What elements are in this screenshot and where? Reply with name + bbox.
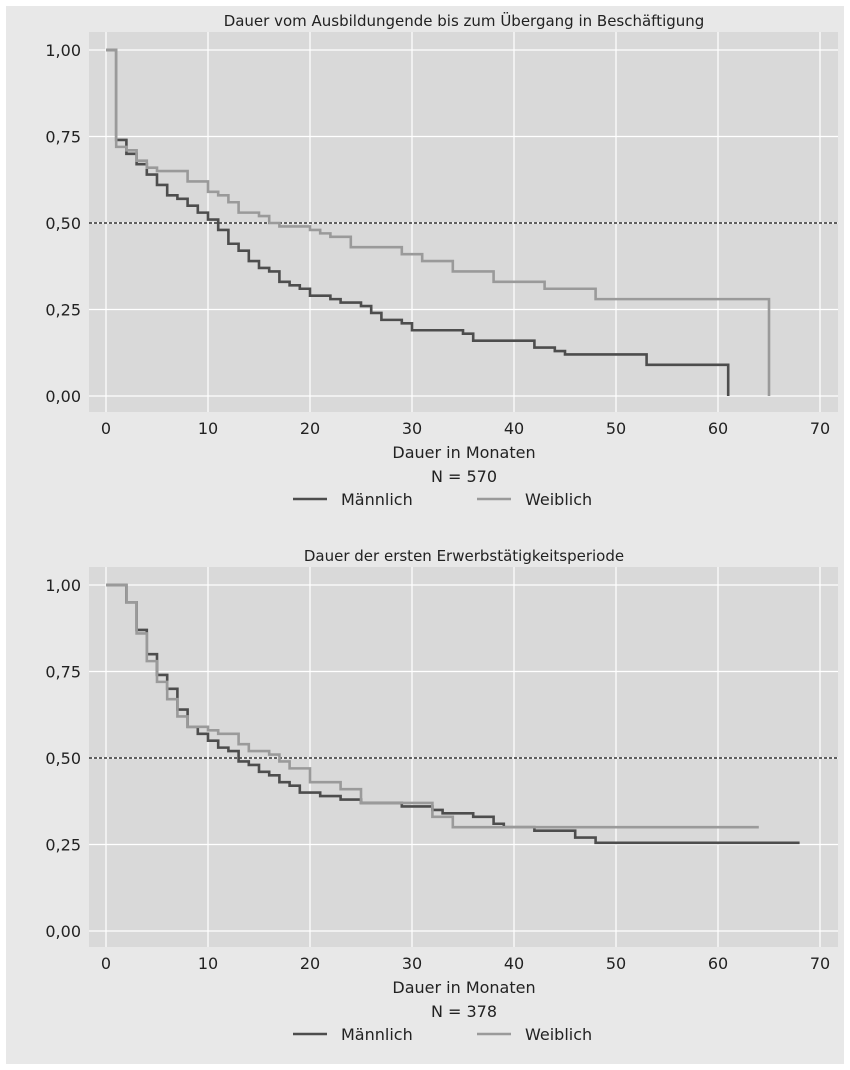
x-tick-label: 0 bbox=[101, 954, 111, 973]
legend-label-weiblich: Weiblich bbox=[525, 1025, 592, 1044]
series-line-weiblich bbox=[106, 48, 771, 396]
figure-container: 0 10 20 30 40 50 60 70 0,00 0,25 0,50 0,75 1,00 Dauer… bbox=[6, 6, 844, 1064]
y-tick-label: 0,50 bbox=[45, 214, 81, 233]
x-axis-label: Dauer in Monaten bbox=[392, 443, 535, 462]
legend-label-weiblich: Weiblich bbox=[525, 490, 592, 509]
y-tick-label: 0,25 bbox=[45, 301, 81, 320]
x-tick-label: 70 bbox=[810, 419, 830, 438]
chart-title: Dauer der ersten Erwerbstätigkeitsperiod… bbox=[304, 547, 624, 565]
x-tick-label: 40 bbox=[504, 954, 524, 973]
x-tick-label: 30 bbox=[402, 954, 422, 973]
sample-size-note: N = 378 bbox=[431, 1002, 497, 1021]
chart-panel-2: 0 10 20 30 40 50 60 70 0,00 0,25 0,50 0,75 1,00 Dauer… bbox=[45, 547, 838, 1044]
chart-panel-1: 0 10 20 30 40 50 60 70 0,00 0,25 0,50 0,75 1,00 Dauer… bbox=[45, 11, 838, 509]
y-tick-label: 0,25 bbox=[45, 836, 81, 855]
x-tick-label: 70 bbox=[810, 954, 830, 973]
y-tick-label: 0,75 bbox=[45, 128, 81, 147]
y-tick-label: 0,75 bbox=[45, 663, 81, 682]
x-tick-label: 20 bbox=[300, 954, 320, 973]
x-tick-label: 0 bbox=[101, 419, 111, 438]
y-tick-label: 1,00 bbox=[45, 41, 81, 60]
sample-size-note: N = 570 bbox=[431, 467, 497, 486]
y-tick-label: 1,00 bbox=[45, 576, 81, 595]
x-tick-label: 50 bbox=[606, 419, 626, 438]
x-tick-label: 10 bbox=[198, 419, 218, 438]
y-tick-label: 0,00 bbox=[45, 922, 81, 941]
legend-label-männlich: Männlich bbox=[341, 1025, 413, 1044]
x-tick-label: 40 bbox=[504, 419, 524, 438]
plot-area bbox=[89, 32, 838, 412]
chart-title: Dauer vom Ausbildungende bis zum Übergan… bbox=[224, 11, 705, 30]
x-tick-label: 60 bbox=[708, 419, 728, 438]
y-tick-label: 0,00 bbox=[45, 387, 81, 406]
series-line-weiblich bbox=[106, 583, 759, 829]
series-line-männlich bbox=[106, 48, 730, 396]
figure-svg: 0 10 20 30 40 50 60 70 0,00 0,25 0,50 0,75 1,00 Dauer… bbox=[45, 11, 838, 1044]
x-tick-label: 50 bbox=[606, 954, 626, 973]
y-tick-label: 0,50 bbox=[45, 749, 81, 768]
plot-area bbox=[89, 567, 838, 947]
series-line-männlich bbox=[106, 583, 800, 845]
x-tick-label: 30 bbox=[402, 419, 422, 438]
x-tick-label: 60 bbox=[708, 954, 728, 973]
x-tick-label: 20 bbox=[300, 419, 320, 438]
x-axis-label: Dauer in Monaten bbox=[392, 978, 535, 997]
x-tick-label: 10 bbox=[198, 954, 218, 973]
legend-label-männlich: Männlich bbox=[341, 490, 413, 509]
